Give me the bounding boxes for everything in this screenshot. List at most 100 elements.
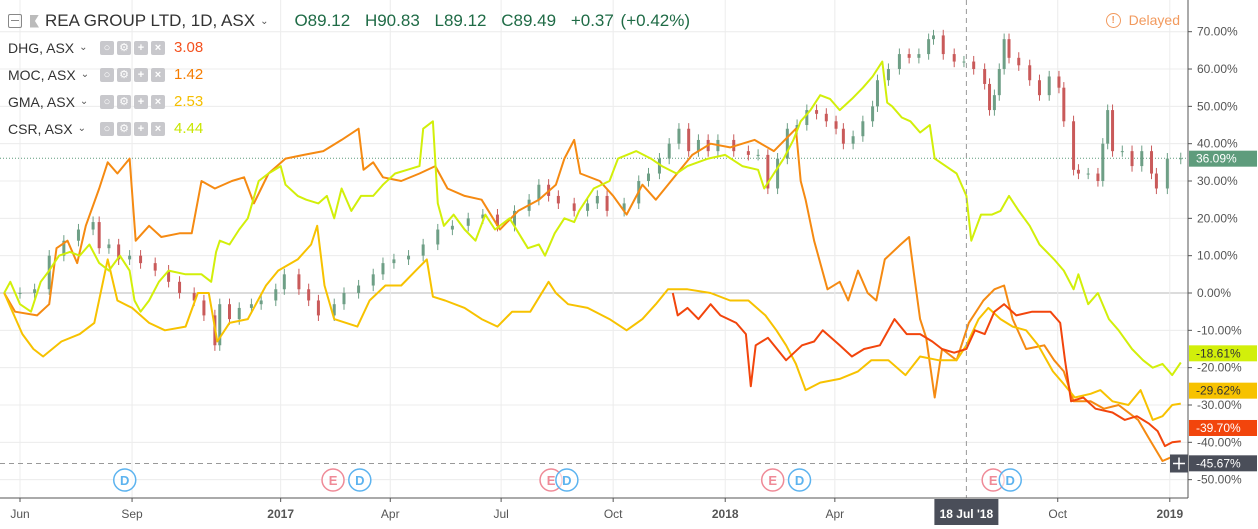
event-marker-label: E bbox=[768, 473, 777, 488]
candle-body bbox=[282, 274, 286, 290]
candle-body bbox=[824, 113, 828, 122]
plus-icon[interactable]: + bbox=[134, 94, 148, 109]
candle-body bbox=[696, 139, 700, 152]
close-icon[interactable]: × bbox=[151, 94, 165, 109]
compare-symbol-label[interactable]: GMA, ASX bbox=[8, 93, 75, 110]
candle-body bbox=[1007, 39, 1011, 58]
chevron-down-icon[interactable]: ⌄ bbox=[79, 96, 89, 107]
compare-symbol[interactable]: CSR, ASX ⌄ bbox=[8, 121, 100, 137]
main-last-value-label: 36.09% bbox=[1196, 152, 1237, 166]
compare-symbol-label[interactable]: MOC, ASX bbox=[8, 66, 76, 83]
event-marker-label: D bbox=[120, 473, 129, 488]
candle-body bbox=[851, 136, 855, 144]
candle-body bbox=[481, 214, 485, 219]
compare-row: MOC, ASX ⌄ ○ ⚙ + × 1.42 bbox=[8, 61, 698, 88]
series-line-moc bbox=[3, 127, 1182, 466]
compare-row: CSR, ASX ⌄ ○ ⚙ + × 4.44 bbox=[8, 115, 698, 142]
compare-symbol[interactable]: DHG, ASX ⌄ bbox=[8, 40, 100, 56]
main-symbol-row: REA GROUP LTD, 1D, ASX ⌄ O89.12 H90.83 L… bbox=[8, 8, 698, 34]
price-tick-label: 30.00% bbox=[1197, 174, 1238, 188]
compare-symbol-label[interactable]: DHG, ASX bbox=[8, 39, 75, 56]
candle-body bbox=[297, 274, 301, 290]
candle-body bbox=[875, 80, 879, 107]
candle-body bbox=[997, 69, 1001, 96]
candle-body bbox=[815, 110, 819, 114]
candle-body bbox=[897, 54, 901, 70]
eye-icon[interactable]: ○ bbox=[100, 94, 114, 109]
price-tick-label: -10.00% bbox=[1197, 323, 1242, 337]
candle-body bbox=[1154, 173, 1158, 189]
price-tick-label: -50.00% bbox=[1197, 473, 1242, 487]
event-marker-label: D bbox=[1006, 473, 1015, 488]
candle-body bbox=[450, 225, 454, 230]
plus-icon[interactable]: + bbox=[134, 67, 148, 82]
candle-body bbox=[667, 143, 671, 159]
compare-symbol[interactable]: GMA, ASX ⌄ bbox=[8, 94, 100, 110]
gear-icon[interactable]: ⚙ bbox=[117, 121, 131, 136]
candle-body bbox=[1101, 143, 1105, 182]
chevron-down-icon[interactable]: ⌄ bbox=[260, 15, 269, 27]
candle-body bbox=[1106, 110, 1110, 144]
candle-body bbox=[1130, 151, 1134, 167]
candle-body bbox=[316, 300, 320, 316]
delayed-indicator[interactable]: ! Delayed bbox=[1105, 12, 1180, 28]
compare-value: 2.53 bbox=[174, 93, 204, 110]
eye-icon[interactable]: ○ bbox=[100, 67, 114, 82]
price-tick-label: -40.00% bbox=[1197, 435, 1242, 449]
plus-icon[interactable]: + bbox=[134, 121, 148, 136]
candle-body bbox=[746, 151, 750, 155]
time-tick-label: Apr bbox=[825, 507, 844, 521]
candle-body bbox=[1120, 151, 1124, 153]
candle-body bbox=[988, 83, 992, 111]
candle-body bbox=[586, 203, 590, 211]
candle-body bbox=[392, 259, 396, 264]
candle-body bbox=[766, 154, 770, 189]
candle-body bbox=[128, 255, 132, 260]
low-value: L89.12 bbox=[434, 11, 487, 30]
candle-body bbox=[76, 229, 80, 241]
candle-body bbox=[952, 54, 956, 62]
gear-icon[interactable]: ⚙ bbox=[117, 94, 131, 109]
eye-icon[interactable]: ○ bbox=[100, 40, 114, 55]
candle-body bbox=[91, 222, 95, 230]
earnings-marker bbox=[760, 468, 785, 492]
candle-body bbox=[421, 244, 425, 256]
candle-body bbox=[381, 263, 385, 275]
plus-icon[interactable]: + bbox=[134, 40, 148, 55]
candle-body bbox=[907, 54, 911, 58]
price-tick-label: 50.00% bbox=[1197, 99, 1238, 113]
candle-body bbox=[1111, 110, 1115, 152]
close-value: C89.49 bbox=[501, 11, 557, 30]
close-icon[interactable]: × bbox=[151, 121, 165, 136]
time-tick-label: 2019 bbox=[1156, 507, 1183, 521]
candle-body bbox=[605, 195, 609, 211]
candle-body bbox=[153, 263, 157, 271]
ohlc-values: O89.12 H90.83 L89.12 C89.49 +0.37 (+0.42… bbox=[294, 11, 698, 31]
candle-body bbox=[513, 210, 517, 226]
collapse-legend-icon[interactable] bbox=[8, 14, 22, 28]
price-tick-label: 10.00% bbox=[1197, 249, 1238, 263]
gear-icon[interactable]: ⚙ bbox=[117, 67, 131, 82]
eye-icon[interactable]: ○ bbox=[100, 121, 114, 136]
candle-body bbox=[795, 125, 799, 129]
compare-symbol[interactable]: MOC, ASX ⌄ bbox=[8, 67, 100, 83]
close-icon[interactable]: × bbox=[151, 40, 165, 55]
candle-body bbox=[556, 195, 560, 204]
chevron-down-icon[interactable]: ⌄ bbox=[80, 69, 90, 80]
candle-body bbox=[785, 128, 789, 159]
event-marker-label: E bbox=[547, 473, 556, 488]
candle-body bbox=[227, 304, 231, 320]
close-icon[interactable]: × bbox=[151, 67, 165, 82]
dividend-marker bbox=[348, 468, 372, 492]
series-last-value-label: -29.62% bbox=[1196, 384, 1241, 398]
chevron-down-icon[interactable]: ⌄ bbox=[77, 123, 86, 134]
main-symbol-title[interactable]: REA GROUP LTD, 1D, ASX bbox=[45, 11, 256, 30]
chevron-down-icon[interactable]: ⌄ bbox=[79, 42, 88, 53]
flag-icon[interactable] bbox=[30, 14, 39, 28]
gear-icon[interactable]: ⚙ bbox=[117, 40, 131, 55]
compare-row: GMA, ASX ⌄ ○ ⚙ + × 2.53 bbox=[8, 88, 698, 115]
exclamation-circle-icon: ! bbox=[1105, 12, 1121, 28]
compare-symbol-label[interactable]: CSR, ASX bbox=[8, 120, 73, 137]
open-value: O89.12 bbox=[294, 11, 351, 30]
